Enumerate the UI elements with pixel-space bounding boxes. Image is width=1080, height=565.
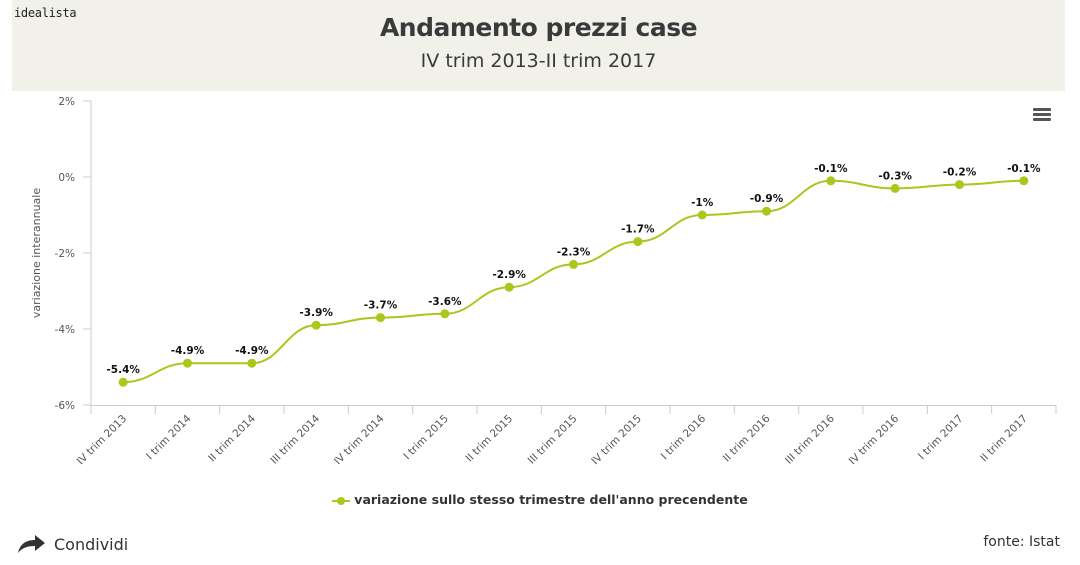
x-axis: IV trim 2013 I trim 2014 II trim 2014 III t… (75, 405, 1057, 468)
data-point (247, 358, 257, 368)
legend-label: variazione sullo stesso trimestre dell'a… (354, 492, 748, 507)
y-axis-title: variazione interannuale (30, 188, 43, 318)
data-point (376, 313, 385, 323)
x-tick-label: III trim 2014 (268, 412, 322, 466)
x-tick-label: II trim 2015 (464, 413, 516, 465)
legend-marker-icon (332, 496, 351, 506)
data-point (1019, 176, 1029, 186)
source-note: fonte: Istat (983, 534, 1060, 550)
data-point (633, 237, 643, 247)
x-tick-label: III trim 2016 (783, 412, 837, 466)
x-tick-label: IV trim 2014 (332, 412, 387, 467)
data-label: -1.7% (621, 224, 655, 236)
data-point (890, 183, 900, 193)
y-tick-label: 0% (58, 172, 75, 184)
data-point (697, 210, 707, 220)
x-tick-label: IV trim 2016 (847, 412, 902, 467)
share-label: Condividi (54, 534, 129, 554)
x-tick-label: II trim 2016 (721, 412, 773, 464)
data-point (762, 206, 771, 216)
data-label: -1% (691, 197, 714, 209)
data-point (183, 358, 192, 368)
data-label: -0.1% (1007, 163, 1041, 175)
data-label: -0.9% (750, 193, 784, 205)
y-tick-label: 2% (58, 96, 75, 108)
data-label: -0.2% (943, 167, 977, 179)
data-point (118, 377, 128, 387)
series-group: -5.4% -4.9% -4.9% -3.9% -3.7% -3.6% -2.9% -2.3%… (106, 163, 1041, 387)
data-point (311, 320, 321, 330)
data-label: -2.9% (492, 269, 526, 281)
idealista-logo: idealista (14, 6, 77, 20)
y-axis-title-group: variazione interannuale (30, 188, 43, 318)
chart-legend[interactable]: variazione sullo stesso trimestre dell'a… (0, 492, 1080, 507)
data-label: -5.4% (106, 364, 140, 376)
y-axis: 2% 0% -2% -4% -6% (55, 96, 92, 412)
data-point (440, 309, 450, 319)
data-label: -0.3% (878, 170, 912, 182)
y-tick-label: -2% (55, 248, 75, 260)
data-label: -3.9% (299, 307, 333, 319)
data-point (569, 259, 578, 269)
data-label: -4.9% (171, 345, 205, 357)
share-arrow-icon (18, 535, 45, 553)
data-label: -0.1% (814, 163, 848, 175)
data-label: -4.9% (235, 345, 269, 357)
y-tick-label: -4% (55, 324, 75, 336)
x-tick-label: III trim 2015 (526, 413, 580, 467)
x-tick-label: IV trim 2013 (75, 413, 130, 468)
x-tick-label: I trim 2016 (659, 412, 709, 462)
x-tick-label: II trim 2017 (978, 413, 1030, 465)
data-point (504, 282, 514, 292)
x-tick-label: II trim 2014 (206, 412, 258, 464)
y-tick-label: -6% (55, 400, 75, 412)
chart-title: Andamento prezzi case (379, 13, 698, 42)
x-tick-label: I trim 2014 (144, 412, 194, 462)
x-tick-label: I trim 2017 (916, 413, 966, 463)
x-tick-label: I trim 2015 (401, 413, 451, 463)
data-label: -3.6% (428, 296, 462, 308)
data-point (826, 176, 836, 186)
chart-subtitle: IV trim 2013-II trim 2017 (420, 50, 657, 72)
chart-header: Andamento prezzi case IV trim 2013-II tr… (12, 0, 1065, 91)
x-tick-label: IV trim 2015 (589, 413, 644, 468)
hamburger-menu-icon[interactable] (1028, 104, 1056, 126)
data-label: -2.3% (557, 246, 591, 258)
data-label: -3.7% (364, 300, 398, 312)
data-point (955, 180, 964, 190)
share-button[interactable]: Condividi (18, 534, 128, 554)
